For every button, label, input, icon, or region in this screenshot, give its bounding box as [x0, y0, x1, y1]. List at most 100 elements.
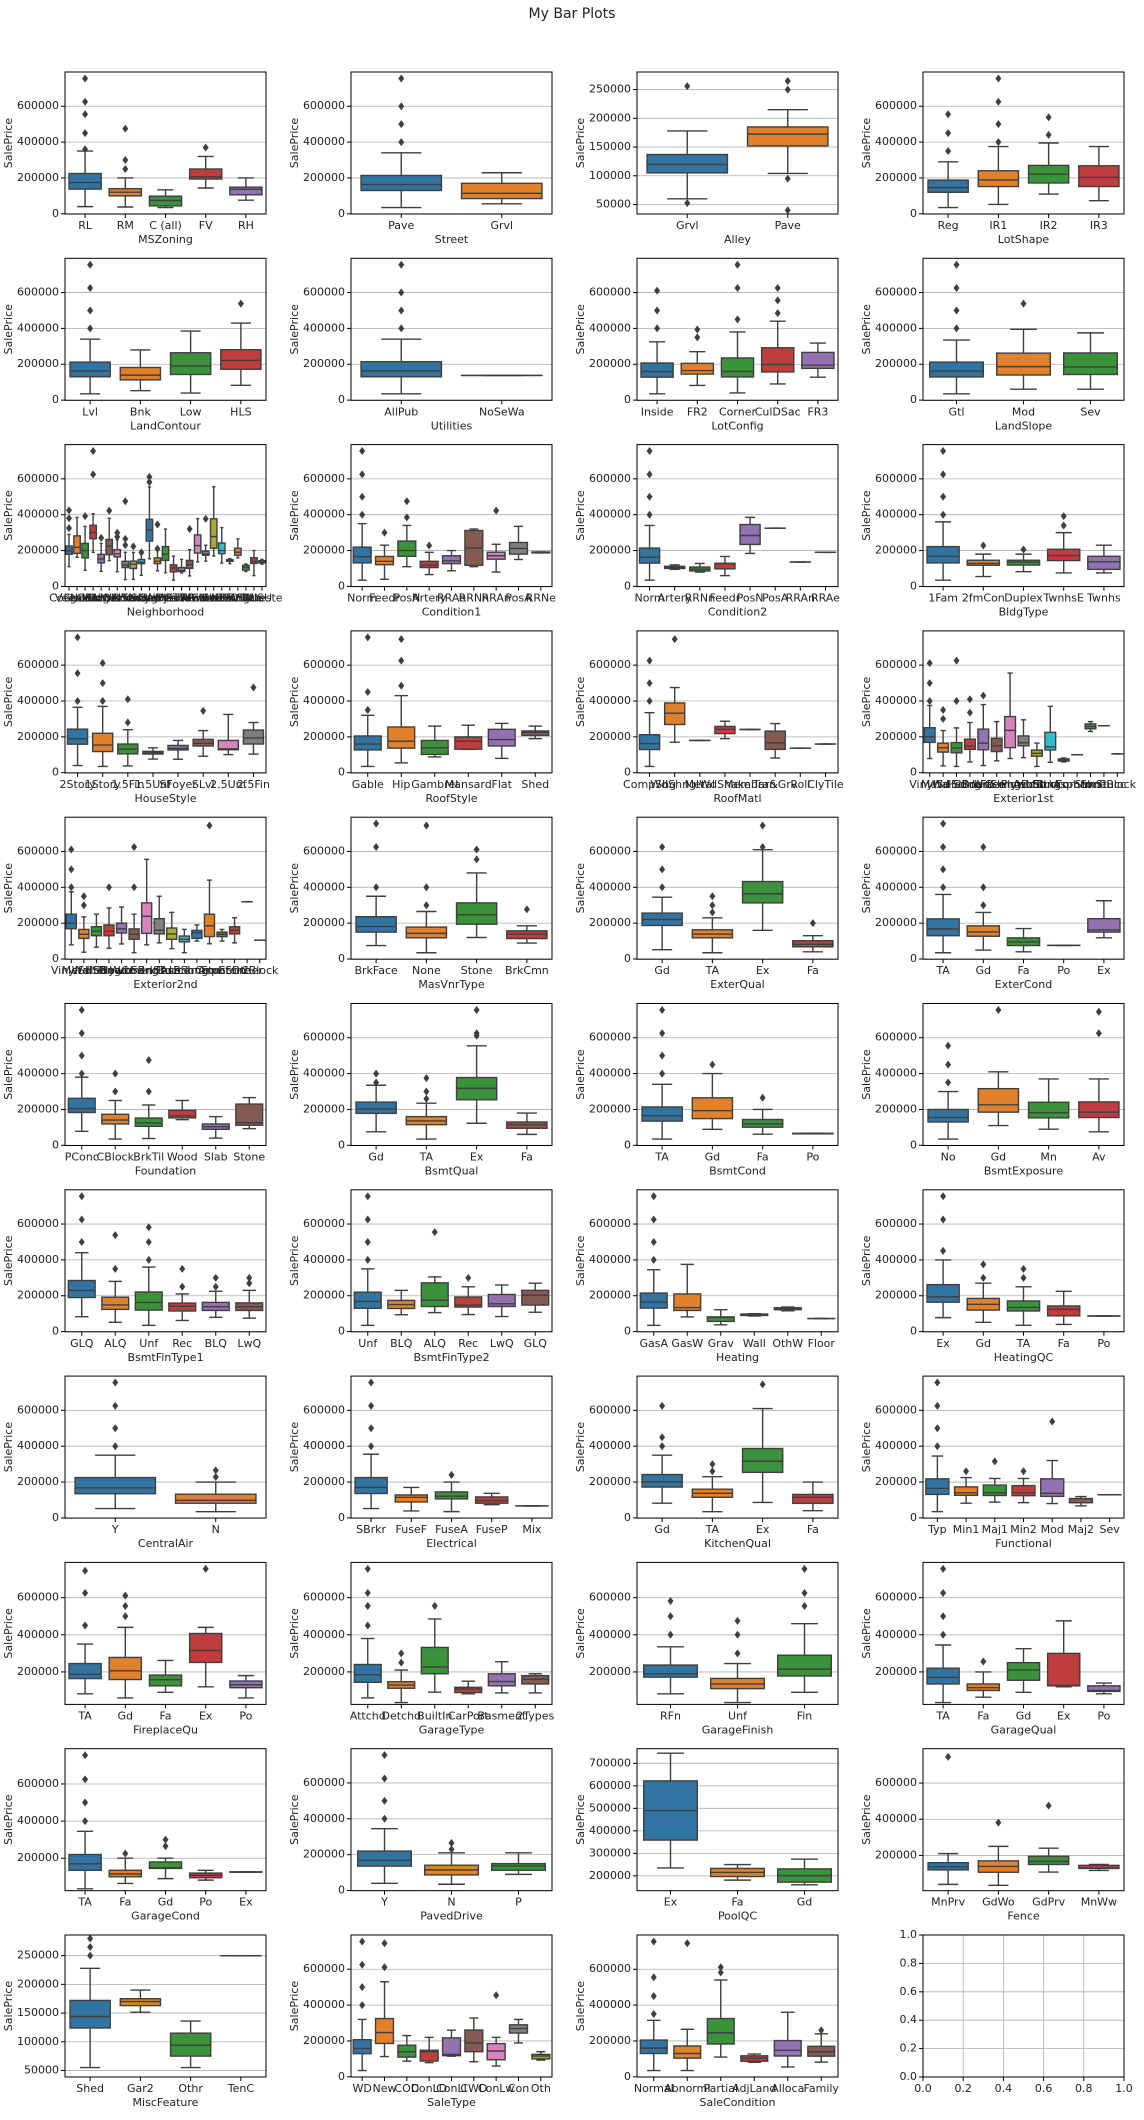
y-tick-label: 250000 [17, 1949, 59, 1962]
box [101, 1113, 130, 1125]
y-tick-label: 600000 [17, 1403, 59, 1416]
flier [940, 470, 947, 479]
flier [980, 883, 987, 892]
y-tick-label: 400000 [303, 880, 345, 893]
flier [212, 1466, 219, 1475]
y-tick-label: 0 [338, 952, 345, 965]
y-tick-label: 200000 [875, 1102, 917, 1115]
y-tick-label: 600000 [303, 286, 345, 299]
flier [364, 1192, 371, 1201]
x-tick-label: Pave [775, 219, 801, 232]
x-tick-label: Twnhs [1086, 592, 1121, 605]
flier [80, 901, 87, 910]
x-axis-label: LandSlope [995, 419, 1053, 432]
x-tick-label: FR2 [687, 405, 708, 418]
y-tick-label: 600000 [875, 1031, 917, 1044]
flier [145, 1255, 152, 1264]
y-tick-label: 0 [338, 1884, 345, 1897]
x-tick-label: AdjLand [732, 2082, 776, 2095]
axes-frame [350, 257, 553, 401]
box [706, 2017, 735, 2045]
box [1027, 1855, 1070, 1866]
x-tick-label: LwQ [490, 1337, 514, 1350]
x-tick-label: Wall [743, 1337, 766, 1350]
axes-frame [350, 1375, 553, 1519]
x-tick-label: 1.5Fin [111, 778, 144, 791]
y-tick-label: 200000 [17, 357, 59, 370]
flier [359, 510, 366, 519]
flier [423, 821, 430, 830]
x-axis-label: Condition1 [422, 606, 482, 619]
box [355, 1101, 397, 1115]
y-tick-label: 700000 [589, 1756, 631, 1769]
y-tick-label: 400000 [589, 508, 631, 521]
x-tick-label: Po [199, 1896, 212, 1909]
flier [1020, 545, 1027, 554]
y-tick-label: 100000 [17, 2035, 59, 2048]
y-axis-label: SalePrice [288, 676, 301, 727]
box [977, 170, 1020, 188]
y-tick-label: 0 [52, 1511, 59, 1524]
axes-frame [350, 1189, 553, 1333]
x-axis-label: BldgType [999, 606, 1049, 619]
x-tick-label: Po [806, 1151, 819, 1164]
flier [650, 1237, 657, 1246]
box [68, 1853, 102, 1871]
y-tick-label: 400000 [875, 1067, 917, 1080]
y-tick-label: 200000 [303, 171, 345, 184]
flier [659, 1029, 666, 1038]
y-tick-label: 200000 [17, 730, 59, 743]
x-tick-label: TenC [227, 2082, 255, 2095]
x-tick-label: Rec [458, 1337, 478, 1350]
box [926, 1667, 960, 1685]
x-tick-label: MeadowV [155, 592, 209, 605]
x-tick-label: RRNn [459, 592, 490, 605]
flier [364, 1589, 371, 1598]
flier [940, 819, 947, 828]
box [434, 1491, 469, 1500]
x-tick-label: Gd [368, 1151, 384, 1164]
flier [403, 497, 410, 506]
x-axis-label: PoolQC [718, 1910, 757, 1923]
y-axis-label: SalePrice [574, 1235, 587, 1286]
flier [105, 883, 112, 892]
x-tick-label: Typ [927, 1523, 947, 1536]
x-tick-label: Abnorml [664, 2082, 710, 2095]
x-tick-label: Wd Sdng [109, 964, 158, 977]
flier [646, 679, 653, 688]
x-tick-label: Ex [936, 1337, 950, 1350]
x-tick-label: BrkSide [112, 592, 154, 605]
flier [74, 696, 81, 705]
box [521, 1289, 550, 1306]
x-tick-label: PosN [737, 592, 764, 605]
flier [1095, 1007, 1102, 1016]
flier [364, 705, 371, 714]
flier [398, 656, 405, 665]
x-tick-label: Low [180, 405, 202, 418]
box [1004, 715, 1017, 749]
y-axis-label: SalePrice [2, 1794, 15, 1845]
flier [953, 306, 960, 315]
y-tick-label: 0 [52, 952, 59, 965]
y-axis-label: SalePrice [288, 1608, 301, 1659]
flier [112, 1231, 119, 1240]
y-tick-label: 0 [52, 1325, 59, 1338]
flier [1060, 512, 1067, 521]
box [148, 1674, 183, 1687]
x-tick-label: 1Story [85, 778, 122, 791]
y-tick-label: 600000 [303, 1403, 345, 1416]
x-tick-label: N [212, 1523, 220, 1536]
flier [940, 1564, 947, 1573]
flier [991, 1457, 998, 1466]
y-tick-label: 0 [624, 393, 631, 406]
y-tick-label: 600000 [875, 472, 917, 485]
box [1078, 1101, 1120, 1119]
flier [78, 1237, 85, 1246]
box [1046, 1652, 1081, 1687]
y-tick-label: 400000 [875, 321, 917, 334]
y-tick-label: 600000 [17, 286, 59, 299]
box [927, 1108, 969, 1123]
axes-frame [636, 816, 839, 960]
x-tick-label: Grav [708, 1337, 735, 1350]
y-tick-label: 0 [910, 1325, 917, 1338]
